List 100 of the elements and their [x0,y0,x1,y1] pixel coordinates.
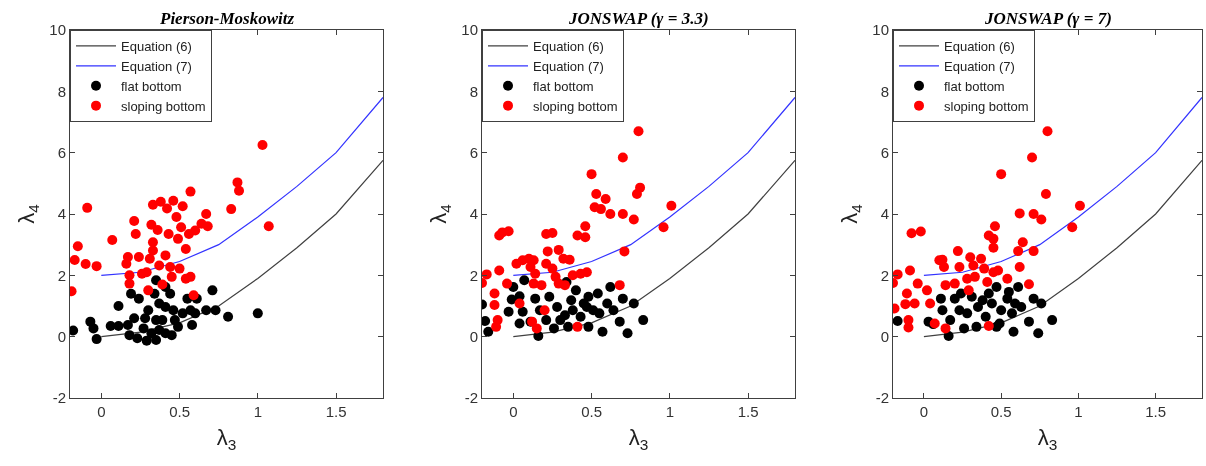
point [202,221,213,232]
point [154,260,165,271]
point [124,278,135,289]
point [567,305,578,316]
legend-label: Equation (7) [121,58,192,74]
point [575,311,586,322]
point [133,293,144,304]
point [144,253,155,264]
legend-label: sloping bottom [121,98,206,114]
point [482,316,491,327]
point [489,300,500,311]
point [1016,301,1027,312]
point [489,288,500,299]
point [1040,189,1051,200]
point [1036,298,1047,309]
point [483,326,494,337]
point [536,280,547,291]
point [165,288,176,299]
point [553,244,564,255]
point [938,262,949,273]
point [1036,214,1047,225]
point [155,196,166,207]
point [177,201,188,212]
y-tick-label: 6 [57,143,66,161]
point [619,246,630,257]
point [547,228,558,239]
point [976,253,987,264]
point [940,280,951,291]
legend-label: sloping bottom [944,98,1029,114]
point [163,228,174,239]
point [1003,286,1014,297]
x-tick-label: 0 [509,403,518,420]
point [666,200,677,211]
point [223,311,234,322]
point [988,242,999,253]
point [129,216,140,227]
y-tick-label: 8 [880,82,889,100]
point [190,308,201,319]
point [1013,281,1024,292]
point [979,263,990,274]
point [133,251,144,262]
point [124,330,135,341]
point [605,281,616,292]
point [541,258,552,269]
point [572,321,583,332]
point [893,269,903,280]
y-tick-label: -2 [52,389,66,407]
point [80,258,91,269]
x-axis-title: λ$_{3}$ [216,424,237,453]
point [113,301,124,311]
point [502,278,513,289]
point [165,262,176,273]
point [226,204,237,215]
legend-label: flat bottom [121,78,182,94]
point [617,209,628,219]
y-tick-label: -2 [875,389,889,407]
point [168,305,179,316]
y-tick-label: 10 [49,21,66,39]
point [614,316,625,327]
point [622,328,633,339]
point [591,189,602,200]
point [1023,279,1034,290]
point [548,323,559,334]
point [491,321,502,332]
point [70,325,79,336]
point [940,323,951,334]
chart-title: Pierson-Moskowitz [159,9,295,28]
point [541,315,552,326]
point [905,265,915,276]
point [132,333,143,344]
point [563,321,574,332]
point [514,318,525,329]
point [143,305,154,316]
point [143,285,154,296]
point [954,305,965,316]
x-tick-label: 0.5 [581,403,602,420]
point [122,320,133,331]
point [160,301,171,312]
point [989,221,1000,232]
point [969,271,980,282]
point [592,288,603,299]
point [617,152,628,163]
point [552,301,563,312]
point [909,298,920,309]
point [525,262,536,273]
y-tick-label: 8 [469,82,478,100]
x-axis-title: λ$_{3}$ [1037,424,1058,453]
point [169,315,180,326]
y-tick-label: 6 [880,143,889,161]
point [952,246,963,257]
point [638,315,649,326]
point [1047,315,1058,326]
point [147,199,158,210]
point [628,214,639,225]
point [600,193,611,204]
point [531,323,542,334]
x-tick-label: 1.5 [737,403,759,420]
point [977,295,988,306]
point [519,275,530,286]
point [915,226,926,237]
